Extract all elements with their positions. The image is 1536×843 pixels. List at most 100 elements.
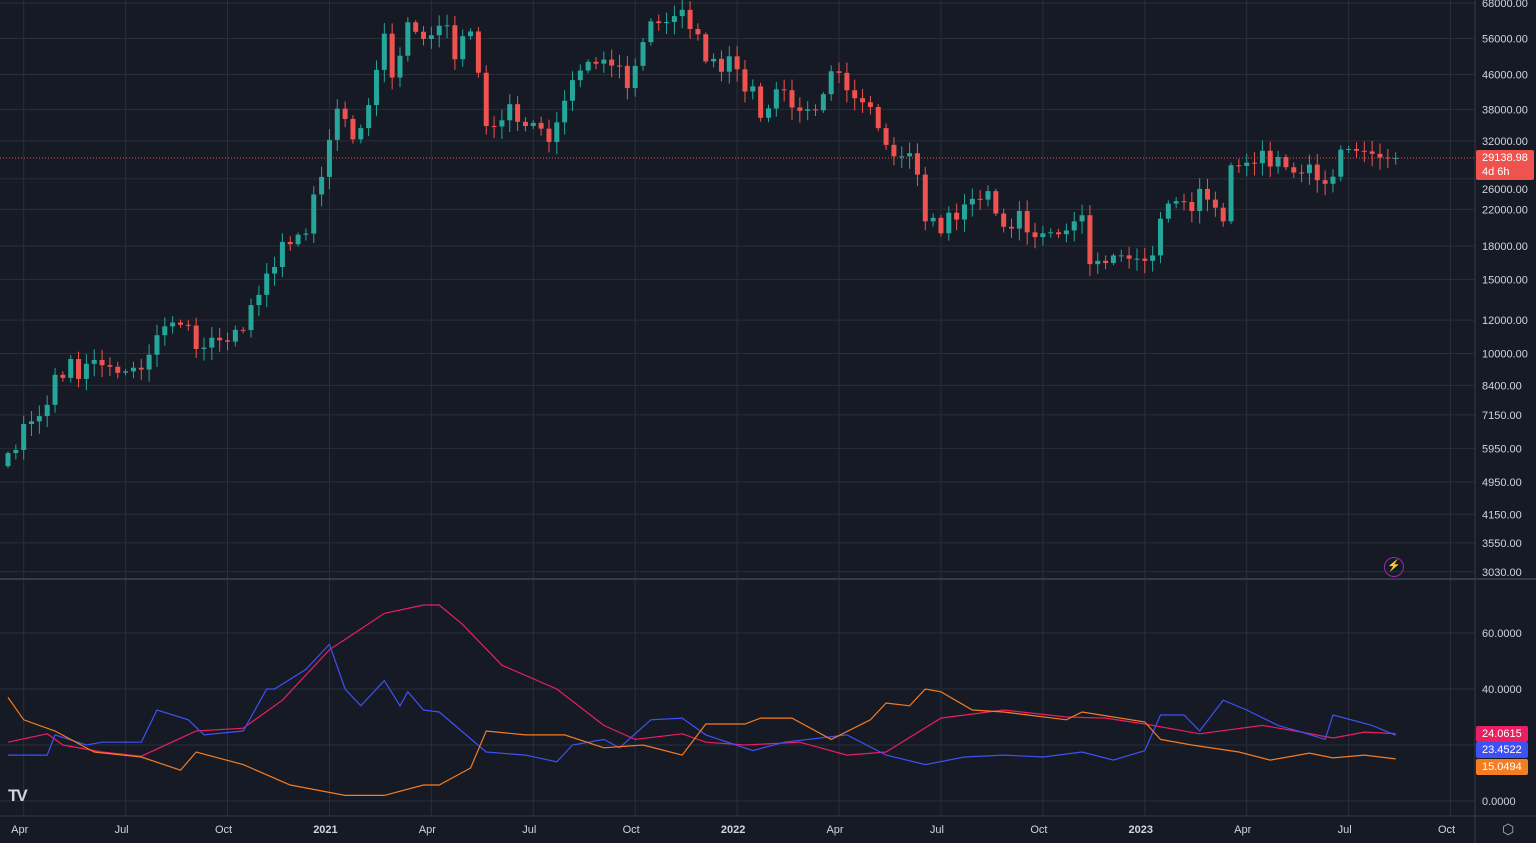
price-axis-label: 12000.00 (1482, 315, 1528, 327)
candle-body (954, 212, 960, 220)
candle-body (1165, 203, 1171, 219)
price-axis-label: 10000.00 (1482, 348, 1528, 360)
candle-body (679, 9, 685, 17)
candle-body (1259, 150, 1265, 164)
candle-body (1150, 255, 1156, 261)
candle-body (765, 108, 771, 118)
candle-body (883, 128, 889, 145)
candle-body (5, 453, 11, 467)
candle-body (726, 56, 732, 72)
candle-body (381, 33, 387, 70)
candle-body (1244, 162, 1250, 166)
candle-body (1032, 232, 1038, 238)
candle-body (146, 354, 152, 370)
time-axis-label: Jul (930, 824, 944, 836)
candle-body (977, 198, 983, 200)
logo-text: TV (8, 786, 28, 805)
plus-di-value-badge: 23.4522 (1476, 742, 1528, 758)
candle-body (115, 366, 121, 373)
current-price-value: 29138.98 (1482, 152, 1528, 164)
time-axis-label: Apr (1234, 824, 1251, 836)
price-axis-label: 56000.00 (1482, 33, 1528, 45)
candle-body (860, 98, 866, 103)
minus-di-value-badge: 15.0494 (1476, 759, 1528, 775)
candle-body (828, 71, 834, 95)
candle-body (1181, 201, 1187, 203)
candle-body (1322, 180, 1328, 184)
candle-body (1071, 221, 1077, 231)
candle-body (797, 107, 803, 111)
candle-body (1009, 226, 1015, 229)
price-axis-label: 4950.00 (1482, 477, 1522, 489)
time-axis-label: Jul (115, 824, 129, 836)
candle-body (193, 325, 199, 349)
candle-body (154, 335, 160, 355)
candle-body (640, 42, 646, 66)
candle-body (491, 126, 497, 128)
candle-body (593, 61, 599, 64)
candle-body (1063, 230, 1069, 235)
candle-body (1103, 260, 1109, 264)
candle-body (1236, 165, 1242, 167)
candle-body (130, 367, 136, 372)
candle-body (734, 56, 740, 70)
candle-body (1385, 157, 1391, 159)
price-axis-label: 4150.00 (1482, 509, 1522, 521)
candle-body (91, 360, 97, 364)
candle-body (1377, 153, 1383, 158)
price-axis-label: 8400.00 (1482, 380, 1522, 392)
candle-body (287, 241, 293, 245)
indicator-line-minus-di (7, 688, 1396, 797)
time-axis-label: 2022 (721, 824, 745, 836)
candle-body (123, 371, 129, 373)
candle-body (569, 80, 575, 101)
price-axis-label: 3550.00 (1482, 538, 1522, 550)
candle-body (1024, 210, 1030, 233)
candle-body (162, 326, 168, 336)
candle-body (624, 65, 630, 89)
candle-body (930, 217, 936, 222)
candle-body (1095, 260, 1101, 265)
indicator-axis-label: 60.0000 (1482, 628, 1522, 640)
candle-body (1252, 162, 1258, 164)
candle-body (530, 122, 536, 127)
lightning-icon[interactable]: ⚡ (1384, 557, 1404, 577)
candle-body (334, 108, 340, 140)
candle-body (444, 25, 450, 27)
candle-body (60, 374, 66, 378)
candle-body (295, 234, 301, 245)
candle-body (232, 329, 238, 342)
candle-body (256, 294, 262, 306)
candle-body (499, 120, 505, 127)
candle-body (844, 72, 850, 91)
candle-body (209, 337, 215, 348)
candle-body (1001, 213, 1007, 227)
candle-body (1126, 255, 1132, 259)
candle-body (773, 89, 779, 109)
candle-body (875, 107, 881, 129)
candle-body (99, 360, 105, 366)
candle-body (185, 324, 191, 326)
candle-body (1275, 156, 1281, 167)
gear-icon[interactable]: ⬡ (1502, 821, 1515, 837)
candle-body (938, 217, 944, 234)
candle-body (758, 86, 764, 118)
price-axis-label: 38000.00 (1482, 104, 1528, 116)
candle-body (475, 31, 481, 73)
candle-body (609, 59, 615, 66)
candle-body (311, 194, 317, 234)
time-axis-label: Jul (1338, 824, 1352, 836)
indicator-axis-label: 40.0000 (1482, 684, 1522, 696)
indicator-axis-label: 0.0000 (1482, 796, 1516, 808)
candle-body (1338, 149, 1344, 177)
candle-body (515, 104, 521, 122)
tradingview-logo[interactable]: TV (8, 786, 28, 806)
price-axis-label: 3030.00 (1482, 567, 1522, 579)
price-axis-label: 5950.00 (1482, 443, 1522, 455)
candle-body (899, 156, 905, 158)
candle-body (217, 337, 223, 341)
time-axis-label: Jul (522, 824, 536, 836)
candle-body (985, 191, 991, 200)
candle-body (1142, 258, 1148, 261)
